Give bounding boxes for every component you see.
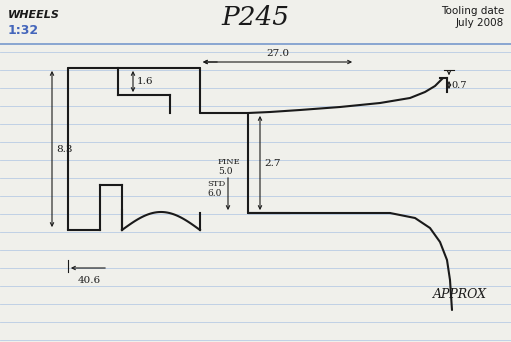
Text: 6.0: 6.0 bbox=[207, 189, 221, 198]
Text: 2.7: 2.7 bbox=[264, 158, 281, 168]
Text: 1:32: 1:32 bbox=[8, 24, 39, 37]
Text: 8.3: 8.3 bbox=[56, 145, 73, 154]
Text: July 2008: July 2008 bbox=[456, 18, 504, 28]
Text: 1.6: 1.6 bbox=[137, 77, 153, 86]
Text: 40.6: 40.6 bbox=[78, 276, 101, 285]
Text: WHEELS: WHEELS bbox=[8, 10, 60, 20]
Text: Tooling date: Tooling date bbox=[441, 6, 504, 16]
Text: STD: STD bbox=[207, 180, 225, 188]
Text: 0.7: 0.7 bbox=[451, 80, 467, 90]
Text: 5.0: 5.0 bbox=[218, 168, 233, 176]
Text: P245: P245 bbox=[221, 5, 289, 30]
Text: FINE: FINE bbox=[218, 158, 241, 166]
Text: 27.0: 27.0 bbox=[266, 49, 289, 58]
Text: APPROX: APPROX bbox=[433, 289, 487, 302]
